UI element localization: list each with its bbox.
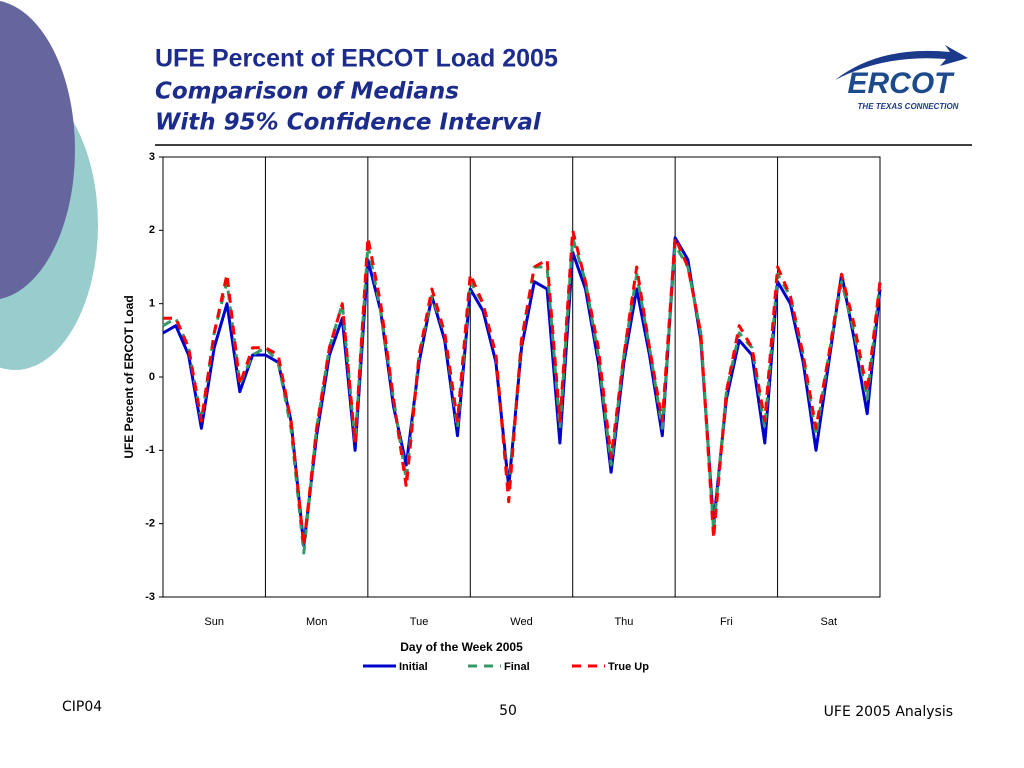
x-tick-label: Fri	[720, 616, 733, 628]
y-tick-label: 2	[149, 224, 155, 236]
legend-label: Final	[504, 661, 530, 673]
y-tick-label: 3	[149, 151, 155, 163]
y-tick-label: 1	[149, 298, 155, 310]
series-line	[163, 228, 882, 548]
legend-label: Initial	[399, 661, 428, 673]
decor-circle	[0, 1, 75, 299]
logo-name: ERCOT	[848, 67, 956, 100]
x-tick-label: Sun	[204, 616, 224, 628]
logo-tagline: THE TEXAS CONNECTION	[858, 102, 959, 111]
x-tick-label: Sat	[821, 616, 838, 628]
plot-area	[162, 156, 881, 598]
legend-label: True Up	[608, 661, 649, 673]
slide-subtitle: Comparison of Medians	[155, 79, 459, 105]
page-number: 50	[499, 703, 517, 719]
y-axis-title: UFE Percent of ERCOT Load	[122, 295, 136, 458]
y-tick-label: -2	[145, 518, 155, 530]
x-tick-label: Thu	[614, 616, 633, 628]
x-tick-label: Mon	[306, 616, 327, 628]
x-tick-label: Wed	[510, 616, 532, 628]
x-axis-title: Day of the Week 2005	[400, 640, 523, 654]
x-tick-label: Tue	[410, 616, 429, 628]
logo-swoosh	[835, 45, 968, 80]
y-tick-label: -3	[145, 591, 155, 603]
y-tick-label: 0	[149, 371, 155, 383]
slide-title: UFE Percent of ERCOT Load 2005	[155, 45, 558, 73]
slide-subtitle: With 95% Confidence Interval	[155, 110, 542, 136]
logo: ERCOT THE TEXAS CONNECTION	[835, 45, 968, 111]
y-tick-label: -1	[145, 444, 155, 456]
footer-right: UFE 2005 Analysis	[824, 704, 953, 720]
footer-left: CIP04	[62, 699, 102, 715]
chart: -3 -2 -1 0 1 2 3 Sun Mon Tue Wed Thu Fri Sat Day of th…	[122, 151, 882, 673]
